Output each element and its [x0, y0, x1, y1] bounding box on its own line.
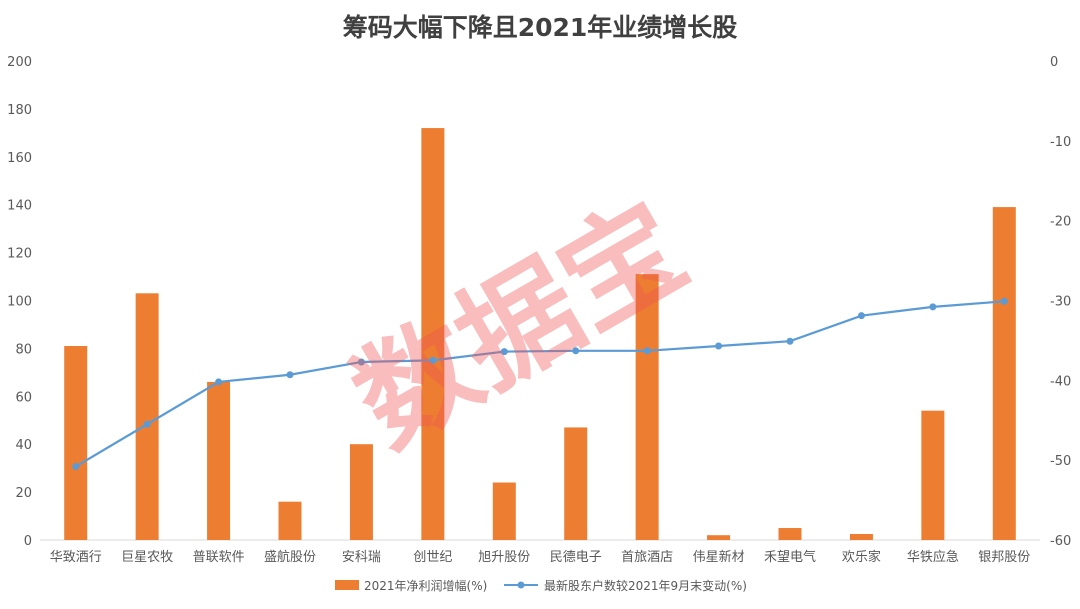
bar [635, 274, 659, 540]
chart-title: 筹码大幅下降且2021年业绩增长股 [343, 13, 738, 42]
legend-line-marker [517, 581, 525, 589]
left-tick-label: 140 [7, 199, 32, 214]
line-point [429, 356, 437, 364]
bar [992, 207, 1016, 540]
category-label: 创世纪 [413, 550, 452, 565]
right-axis: 0 -10 -20 -30 -40 -50 -60 [1050, 55, 1071, 549]
right-tick-label: 0 [1050, 55, 1058, 70]
bar-series [64, 128, 1016, 540]
line-point [572, 347, 580, 355]
category-label: 华致酒行 [50, 550, 102, 565]
line-point [72, 463, 80, 471]
bar [921, 410, 945, 540]
line-point [1000, 297, 1008, 305]
left-tick-label: 160 [7, 151, 32, 166]
bar [135, 293, 159, 540]
left-tick-label: 180 [7, 103, 32, 118]
category-label: 首旅酒店 [621, 550, 673, 565]
line-point [929, 303, 937, 311]
left-tick-label: 40 [15, 438, 32, 453]
left-tick-label: 0 [24, 534, 32, 549]
category-label: 旭升股份 [478, 550, 530, 565]
category-axis: 华致酒行 巨星农牧 普联软件 盛航股份 安科瑞 创世纪 旭升股份 民德电子 首旅酒店 伟星新材 禾望… [50, 549, 1031, 565]
left-axis: 0 20 40 60 80 100 120 140 160 180 200 [7, 55, 1040, 549]
category-label: 盛航股份 [264, 549, 316, 565]
left-tick-label: 80 [15, 342, 32, 357]
legend-line-label: 最新股东户数较2021年9月末变动(%) [544, 578, 747, 593]
category-label: 伟星新材 [693, 549, 745, 565]
left-tick-label: 100 [7, 295, 32, 310]
line-point [357, 358, 365, 366]
left-tick-label: 120 [7, 247, 32, 262]
line-point [643, 347, 651, 355]
line-point [786, 337, 794, 345]
bar [349, 444, 373, 540]
right-tick-label: -10 [1050, 135, 1071, 150]
category-label: 华铁应急 [907, 549, 959, 565]
bar [492, 482, 516, 540]
bar [64, 346, 88, 540]
line-point [286, 371, 294, 379]
bar [707, 535, 731, 540]
bar [207, 381, 231, 540]
right-tick-label: -30 [1050, 295, 1071, 310]
category-label: 欢乐家 [842, 549, 881, 565]
category-label: 禾望电气 [764, 549, 816, 565]
category-label: 民德电子 [550, 550, 602, 565]
category-label: 银邦股份 [978, 550, 1030, 565]
line-point [215, 378, 223, 386]
category-label: 巨星农牧 [121, 550, 173, 565]
category-label: 安科瑞 [342, 550, 381, 565]
line-point [143, 420, 151, 428]
line-point [715, 342, 723, 350]
bar [778, 528, 802, 540]
legend-bar-label: 2021年净利润增幅(%) [364, 578, 487, 593]
left-tick-label: 200 [7, 55, 32, 70]
left-tick-label: 60 [15, 390, 32, 405]
right-tick-label: -20 [1050, 215, 1071, 230]
line-series [72, 297, 1008, 471]
legend-bar-swatch [335, 580, 359, 590]
bar [564, 427, 588, 540]
line-point [857, 312, 865, 320]
right-tick-label: -40 [1050, 374, 1071, 389]
right-tick-label: -50 [1050, 454, 1071, 469]
legend: 2021年净利润增幅(%) 最新股东户数较2021年9月末变动(%) [335, 578, 747, 593]
line-point [500, 348, 508, 356]
line-path [75, 300, 1005, 468]
bar [421, 128, 445, 540]
right-tick-label: -60 [1050, 534, 1071, 549]
left-tick-label: 20 [15, 486, 32, 501]
category-label: 普联软件 [193, 550, 245, 565]
bar [278, 501, 302, 540]
bar [849, 534, 873, 540]
